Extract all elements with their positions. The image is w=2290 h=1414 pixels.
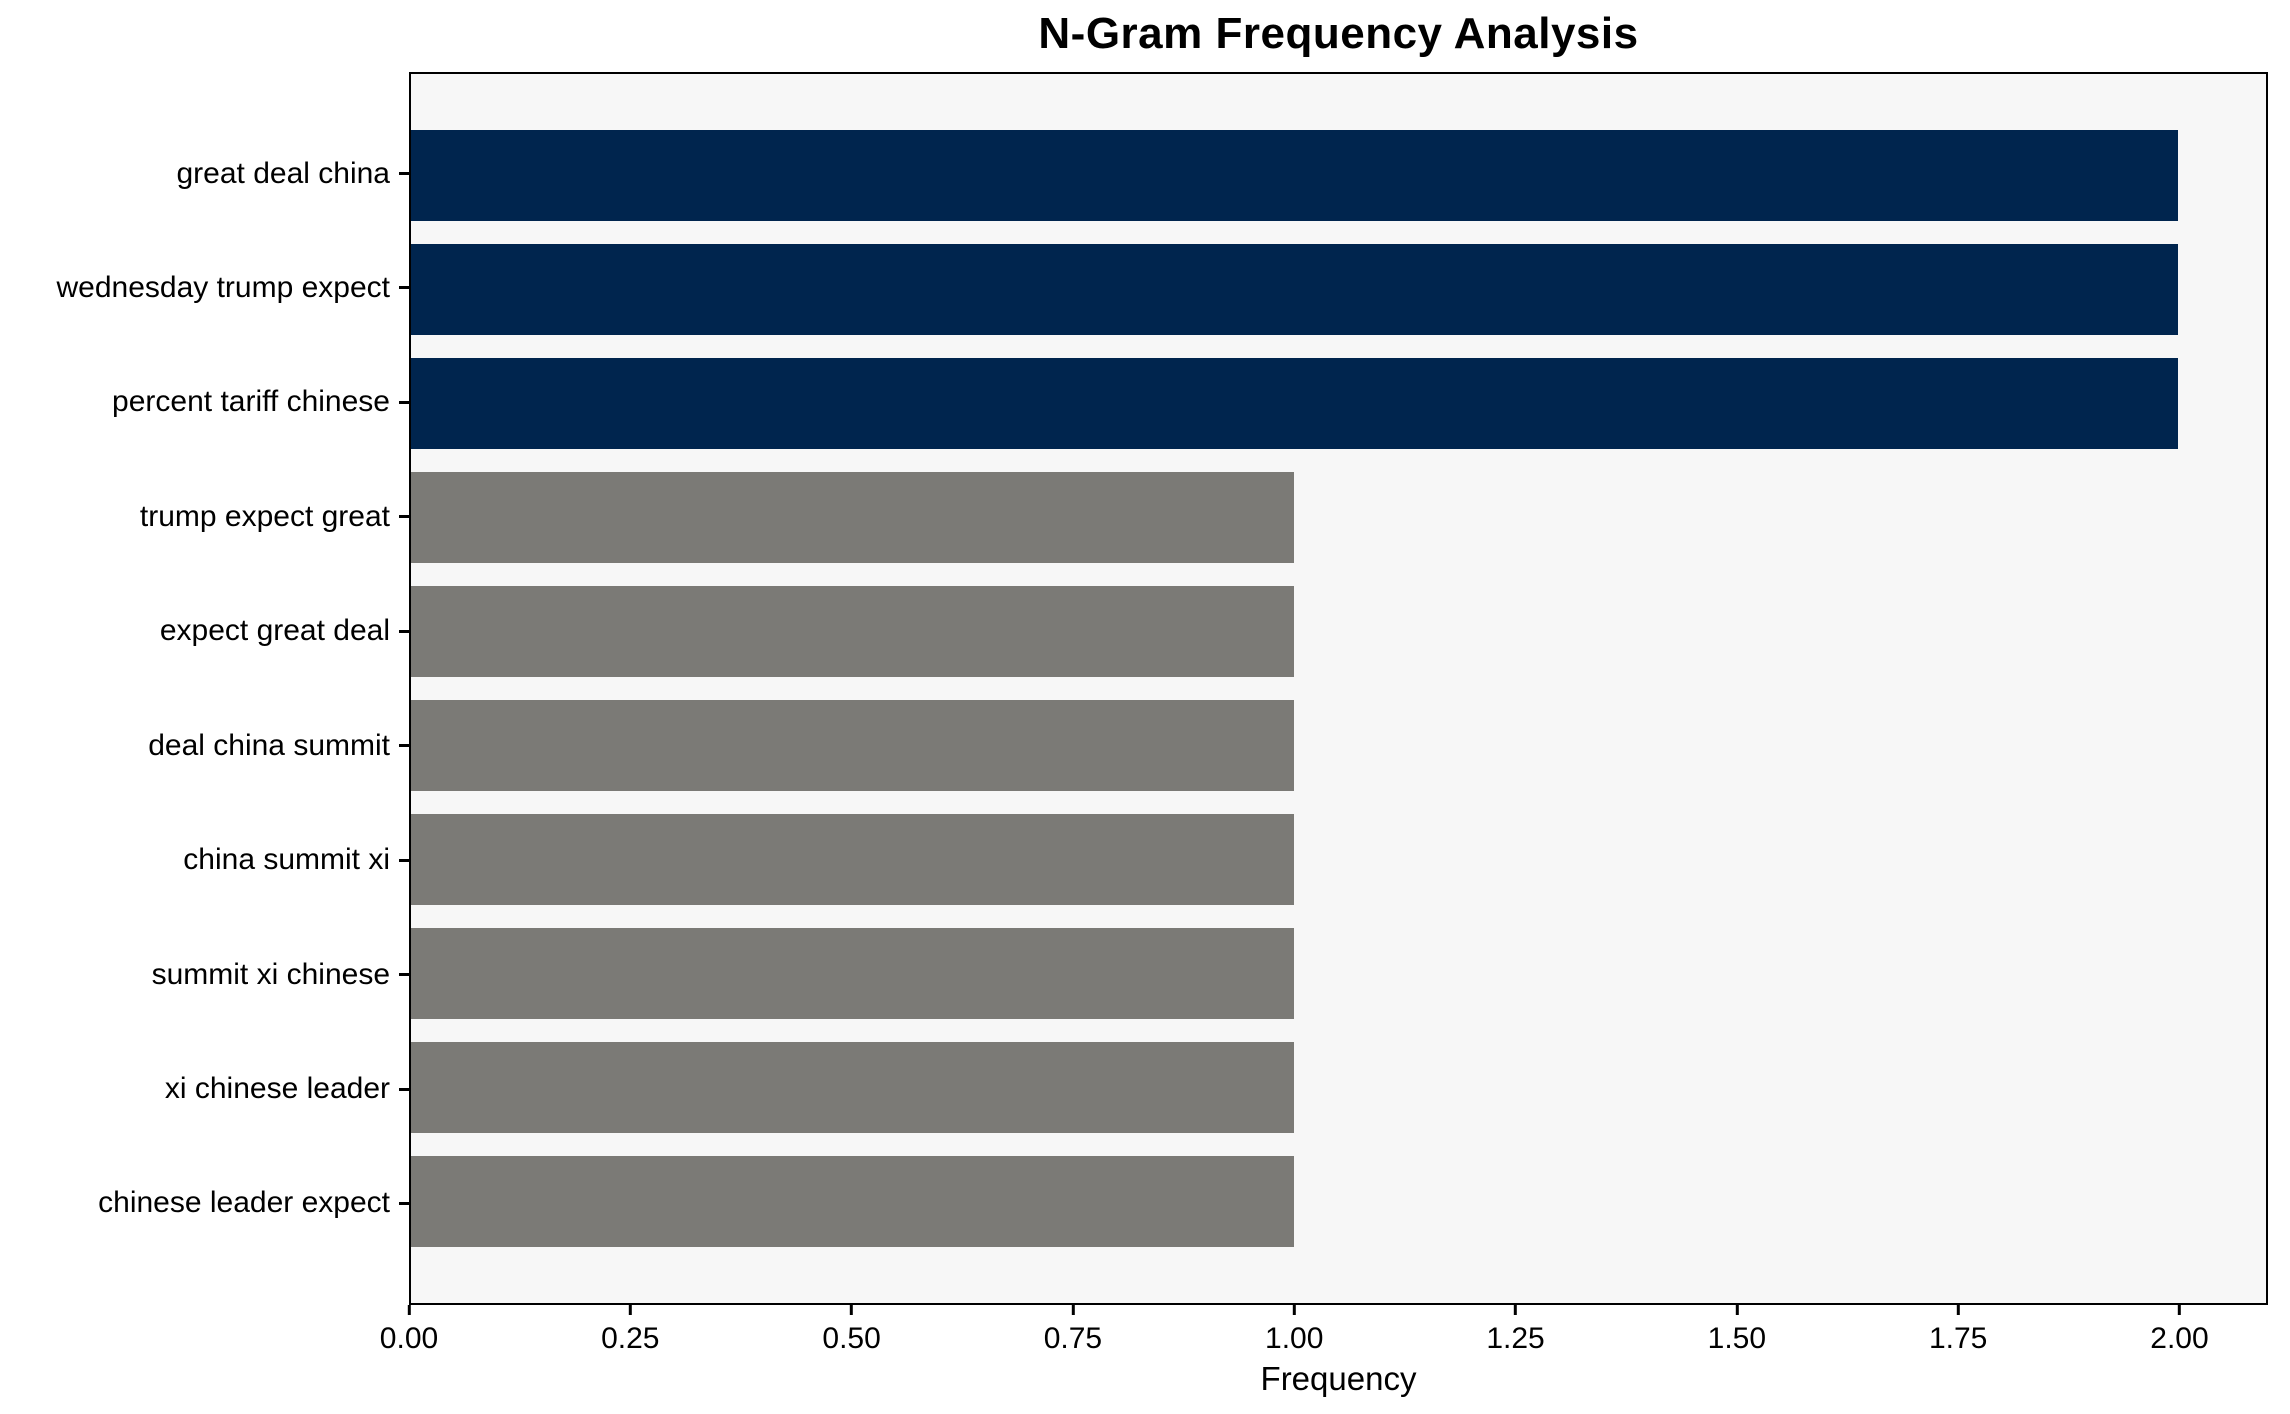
y-tick-label: wednesday trump expect	[56, 270, 390, 304]
x-tick-mark	[628, 1305, 632, 1315]
x-tick: 1.00	[1265, 1305, 1323, 1356]
y-tick-mark	[399, 515, 409, 519]
y-tick-mark	[399, 400, 409, 404]
y-tick-mark	[399, 629, 409, 633]
x-tick-label: 0.25	[601, 1322, 660, 1355]
y-tick-label: summit xi chinese	[151, 957, 390, 991]
x-tick-label: 1.25	[1486, 1322, 1545, 1355]
bar	[411, 700, 1295, 791]
bar-row	[411, 130, 2266, 221]
x-tick: 0.50	[822, 1305, 881, 1356]
y-tick-label: expect great deal	[159, 614, 390, 648]
x-tick-label: 1.75	[1928, 1322, 1988, 1355]
y-tick-label: great deal china	[176, 156, 391, 190]
y-tick-label: xi chinese leader	[164, 1072, 390, 1105]
y-tick-label: chinese leader expect	[98, 1186, 390, 1220]
y-tick-mark	[399, 172, 409, 175]
bar-series	[411, 74, 2266, 1303]
bar-row	[411, 928, 2266, 1019]
bar-row	[411, 472, 2266, 563]
y-tick: deal china summit	[0, 700, 409, 791]
x-tick-mark	[1956, 1305, 1960, 1315]
bar	[411, 586, 1295, 677]
y-tick-mark	[399, 1087, 409, 1091]
y-tick-mark	[399, 286, 409, 290]
x-tick: 1.75	[1929, 1305, 1987, 1356]
y-tick: wednesday trump expect	[0, 242, 409, 333]
x-tick-label: 0.50	[822, 1322, 881, 1355]
plot-area	[409, 72, 2268, 1305]
bar	[411, 814, 1295, 905]
x-axis-title: Frequency	[1260, 1360, 1417, 1397]
y-tick-label: deal china summit	[148, 728, 390, 762]
y-tick: chinese leader expect	[0, 1158, 409, 1249]
x-tick-mark	[1514, 1305, 1518, 1315]
y-tick: xi chinese leader	[0, 1044, 409, 1135]
bar-row	[411, 244, 2266, 335]
bar	[411, 928, 1295, 1019]
bar-row	[411, 700, 2266, 791]
x-tick-label: 0.00	[379, 1322, 439, 1355]
x-tick-label: 1.50	[1707, 1322, 1767, 1355]
bar	[411, 1042, 1295, 1133]
y-tick: summit xi chinese	[0, 929, 409, 1020]
x-tick: 0.75	[1044, 1305, 1102, 1356]
x-tick: 1.25	[1486, 1305, 1545, 1356]
bar-row	[411, 1156, 2266, 1247]
x-tick-label: 0.75	[1043, 1322, 1103, 1355]
y-tick-mark	[399, 1201, 409, 1205]
x-tick-label: 1.00	[1265, 1322, 1324, 1355]
y-tick: expect great deal	[0, 586, 409, 677]
y-tick-label: china summit xi	[183, 843, 390, 877]
x-tick-mark	[1292, 1305, 1296, 1315]
y-tick: percent tariff chinese	[0, 357, 409, 448]
x-tick-mark	[2177, 1305, 2181, 1315]
x-tick-mark	[850, 1305, 854, 1315]
bar-row	[411, 358, 2266, 449]
bar	[411, 244, 2178, 335]
bar	[411, 1156, 1295, 1247]
bar-row	[411, 586, 2266, 677]
bar-row	[411, 814, 2266, 905]
y-tick: china summit xi	[0, 815, 409, 906]
x-tick: 0.00	[380, 1305, 438, 1356]
y-tick-mark	[399, 973, 409, 977]
y-tick-mark	[399, 858, 409, 862]
y-tick: great deal china	[0, 128, 409, 219]
x-tick: 1.50	[1708, 1305, 1766, 1356]
y-axis-labels: great deal china wednesday trump expect pe…	[0, 72, 409, 1305]
bar	[411, 358, 2178, 449]
chart-title: N-Gram Frequency Analysis	[1038, 9, 1639, 58]
bar	[411, 472, 1295, 563]
y-tick-label: percent tariff chinese	[112, 385, 390, 419]
x-axis: 0.00 0.25 0.50 0.75 1.00 1.25 1.50 1.75 2.00	[380, 1305, 2268, 1375]
x-tick-mark	[407, 1305, 411, 1315]
x-tick: 0.25	[601, 1305, 659, 1356]
x-tick-mark	[1735, 1305, 1739, 1315]
y-tick-mark	[399, 744, 409, 748]
x-tick-label: 2.00	[2150, 1322, 2209, 1355]
x-tick: 2.00	[2150, 1305, 2209, 1356]
y-tick-label: trump expect great	[139, 499, 390, 533]
y-tick: trump expect great	[0, 471, 409, 562]
bar	[411, 130, 2178, 221]
x-tick-mark	[1071, 1305, 1075, 1315]
bar-row	[411, 1042, 2266, 1133]
